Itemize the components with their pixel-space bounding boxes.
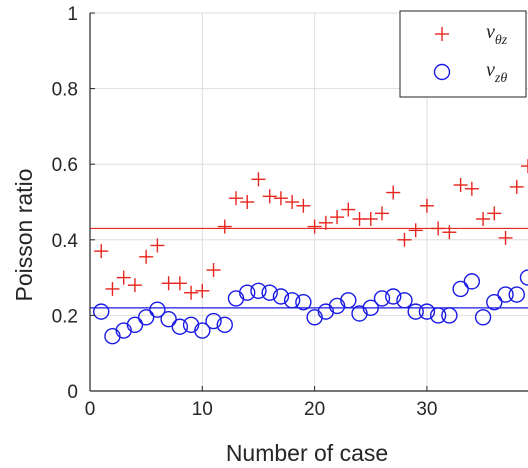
legend-marker-plus xyxy=(435,27,449,41)
x-tick-label: 20 xyxy=(304,399,325,420)
x-tick-label: 30 xyxy=(416,399,437,420)
point-series2 xyxy=(508,286,525,303)
legend-label-1: νθz xyxy=(486,21,508,48)
point-series1 xyxy=(296,198,311,213)
point-series2 xyxy=(429,307,447,324)
point-series1 xyxy=(419,198,434,213)
y-tick-label: 0.4 xyxy=(52,231,79,252)
data-marks xyxy=(93,159,528,345)
point-series2 xyxy=(441,307,458,324)
point-series1 xyxy=(217,219,232,234)
point-series2 xyxy=(194,322,211,339)
point-series1 xyxy=(105,281,120,296)
point-series2 xyxy=(385,288,402,305)
point-series2 xyxy=(418,303,436,320)
plot-area xyxy=(93,159,528,345)
point-series2 xyxy=(115,322,132,339)
point-series1 xyxy=(498,230,513,245)
point-series1 xyxy=(240,195,255,209)
point-series1 xyxy=(307,219,322,234)
point-series1 xyxy=(487,206,502,221)
point-series1 xyxy=(195,283,210,298)
point-series2 xyxy=(126,316,144,334)
point-series2 xyxy=(261,284,278,301)
point-series1 xyxy=(330,210,345,225)
point-series1 xyxy=(375,206,389,221)
point-series1 xyxy=(139,249,154,264)
point-series2 xyxy=(519,269,528,286)
point-series1 xyxy=(464,181,479,196)
point-series2 xyxy=(250,282,267,300)
point-series2 xyxy=(182,316,200,334)
point-series1 xyxy=(116,270,131,285)
point-series2 xyxy=(205,312,222,330)
point-series1 xyxy=(363,212,378,227)
legend-box xyxy=(399,10,527,98)
y-axis-label: Poisson ratio xyxy=(11,169,37,302)
point-series1 xyxy=(184,285,199,300)
point-series1 xyxy=(94,244,109,259)
point-series2 xyxy=(474,309,492,326)
legend: νθz νzθ xyxy=(399,10,527,98)
point-series1 xyxy=(273,191,288,206)
point-series2 xyxy=(160,310,177,328)
point-series2 xyxy=(93,303,110,320)
point-series2 xyxy=(306,309,323,326)
point-series1 xyxy=(285,195,300,209)
point-series1 xyxy=(229,191,243,206)
point-series2 xyxy=(396,292,413,309)
point-series2 xyxy=(104,327,121,345)
point-series2 xyxy=(328,297,346,315)
point-series2 xyxy=(227,290,245,307)
point-series2 xyxy=(283,292,301,309)
point-series1 xyxy=(318,215,333,230)
point-series1 xyxy=(521,159,528,174)
point-series2 xyxy=(340,292,357,309)
y-tick-label: 0.6 xyxy=(52,155,78,176)
point-series1 xyxy=(431,221,446,236)
point-series2 xyxy=(452,280,469,298)
x-tick-label: 0 xyxy=(85,399,96,420)
point-series1 xyxy=(453,177,468,192)
point-series1 xyxy=(206,263,221,278)
point-series1 xyxy=(172,276,187,291)
y-tick-label: 1 xyxy=(67,4,78,25)
point-series2 xyxy=(149,301,166,318)
legend-marker-circle xyxy=(433,63,451,81)
point-series2 xyxy=(486,293,503,311)
y-tick-label: 0.2 xyxy=(52,306,78,327)
point-series2 xyxy=(137,309,155,326)
point-series2 xyxy=(295,293,312,311)
point-series2 xyxy=(171,318,189,335)
point-series1 xyxy=(251,172,266,187)
point-series1 xyxy=(442,225,457,240)
point-series2 xyxy=(497,286,514,303)
y-tick-label: 0.8 xyxy=(52,80,78,101)
point-series2 xyxy=(317,303,335,320)
point-series2 xyxy=(351,305,368,322)
point-series2 xyxy=(239,284,256,301)
point-series1 xyxy=(127,278,142,293)
legend-label-2: νzθ xyxy=(486,59,507,86)
point-series2 xyxy=(373,290,391,307)
point-series2 xyxy=(272,288,290,305)
point-series1 xyxy=(408,223,423,238)
point-series1 xyxy=(509,179,524,194)
point-series1 xyxy=(476,212,491,227)
y-tick-label: 0 xyxy=(67,382,78,403)
point-series1 xyxy=(341,202,356,217)
point-series2 xyxy=(407,303,424,320)
point-series2 xyxy=(216,316,233,334)
x-axis-label: Number of case xyxy=(226,440,388,466)
point-series1 xyxy=(150,238,165,253)
point-series1 xyxy=(386,185,401,200)
tick-labels: 0 10 20 30 0 0.2 0.4 0.6 0.8 1 xyxy=(52,4,438,420)
axes xyxy=(89,12,528,392)
point-series2 xyxy=(362,299,379,317)
point-series2 xyxy=(463,273,481,290)
point-series1 xyxy=(397,232,412,247)
x-tick-label: 10 xyxy=(192,399,213,420)
point-series1 xyxy=(262,189,277,204)
